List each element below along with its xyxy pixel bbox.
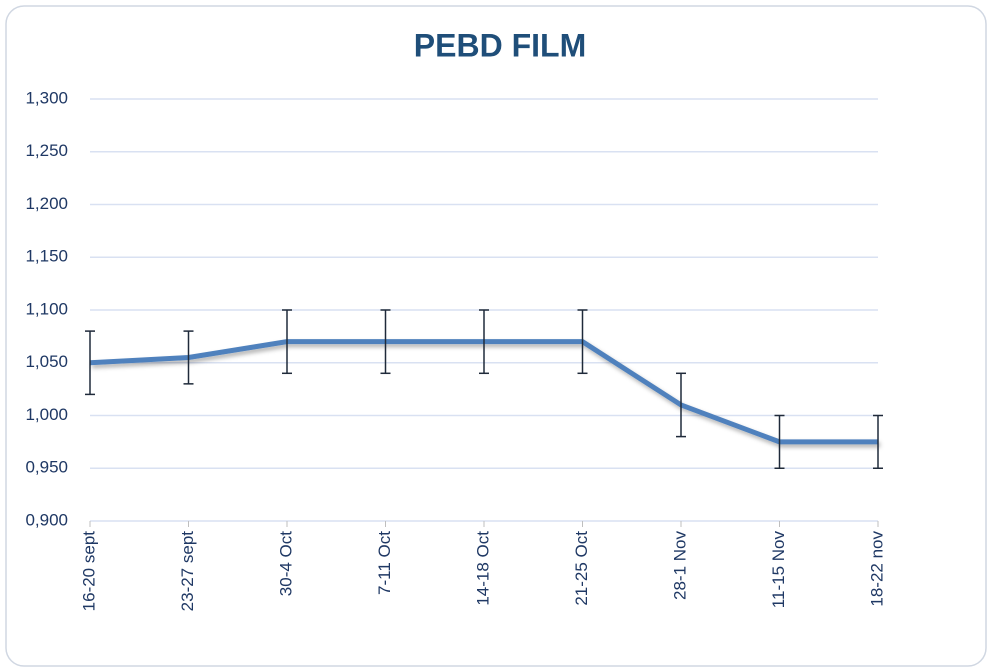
chart-frame (5, 5, 987, 667)
y-tick-label: 0,950 (25, 458, 68, 477)
x-tick-label: 11-15 Nov (769, 531, 788, 609)
chart-title: PEBD FILM (414, 27, 586, 63)
error-bar (380, 309, 391, 375)
y-tick-label: 0,900 (25, 510, 68, 529)
x-tick-label: 7-11 Oct (375, 531, 394, 595)
y-tick-label: 1,250 (25, 141, 68, 160)
y-tick-label: 1,300 (25, 88, 68, 107)
error-bar (479, 309, 489, 375)
x-tick-label: 28-1 Nov (670, 531, 689, 600)
x-tick-label: 21-25 Oct (572, 531, 591, 606)
error-bar (577, 309, 588, 375)
x-tick-label: 23-27 sept (178, 531, 197, 612)
y-tick-label: 1,200 (25, 194, 68, 213)
error-bar (774, 414, 785, 469)
y-tick-label: 1,100 (25, 299, 68, 318)
y-tick-label: 1,150 (25, 247, 68, 266)
error-bar (282, 309, 292, 375)
y-tick-label: 1,050 (25, 352, 68, 371)
x-tick-label: 14-18 Oct (473, 531, 492, 606)
error-bar (183, 330, 194, 385)
error-bar (85, 330, 95, 396)
error-bar (676, 372, 686, 438)
x-tick-label: 16-20 sept (79, 531, 98, 612)
x-tick-label: 18-22 nov (867, 531, 886, 607)
x-tick-label: 30-4 Oct (276, 531, 295, 596)
error-bar (873, 414, 883, 469)
y-tick-label: 1,000 (25, 405, 68, 424)
